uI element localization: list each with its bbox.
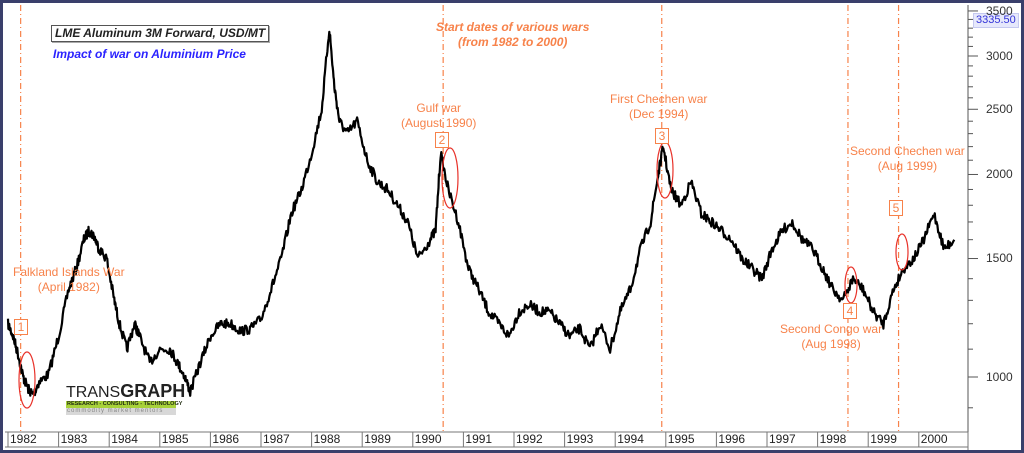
highlight-ellipse-5 [895,233,909,271]
logo-motto: commodity market mentors [66,408,176,415]
x-tick-1989: 1989 [364,432,391,446]
x-axis-ticks [7,432,969,450]
x-tick-1994: 1994 [617,432,644,446]
x-tick-1997: 1997 [769,432,796,446]
x-tick-1995: 1995 [667,432,695,446]
y-axis-ticks [968,10,978,409]
war-marker-2: 2 [435,132,449,148]
x-tick-1991: 1991 [465,432,493,446]
y-tick-1000: 1000 [986,370,1013,384]
x-tick-1998: 1998 [819,432,847,446]
x-tick-1988: 1988 [313,432,341,446]
y-tick-3500: 3500 [986,4,1013,18]
x-tick-1990: 1990 [414,432,442,446]
x-tick-1993: 1993 [566,432,594,446]
war-marker-1: 1 [14,319,28,335]
x-tick-1996: 1996 [718,432,746,446]
chart-title: LME Aluminum 3M Forward, USD/MT [51,25,270,42]
war-label-1: Falkland Islands War (April 1982) [13,265,125,294]
y-tick-1500: 1500 [986,251,1013,265]
highlight-ellipses [18,141,909,409]
highlight-ellipse-1 [18,351,36,409]
logo-brand: TRANSGRAPH [66,381,186,401]
y-tick-2500: 2500 [986,102,1013,116]
x-tick-1987: 1987 [263,432,290,446]
war-label-2: Gulf war (August 1990) [401,101,477,130]
logo-tagline: RESEARCH - CONSULTING - TECHNOLOGY [66,401,183,408]
x-tick-1992: 1992 [516,432,543,446]
war-label-4: Second Congo war (Aug 1998) [780,322,883,351]
war-marker-3: 3 [655,128,669,144]
main-note: Start dates of various wars (from 1982 t… [436,20,590,49]
price-line [6,30,956,397]
x-tick-1982: 1982 [10,432,37,446]
war-date-lines [20,5,900,432]
x-tick-1983: 1983 [60,432,88,446]
x-tick-2000: 2000 [920,432,948,446]
chart-subtitle: Impact of war on Aluminium Price [53,47,246,61]
war-marker-5: 5 [889,200,903,216]
x-tick-1985: 1985 [161,432,189,446]
y-tick-3000: 3000 [986,49,1013,63]
y-tick-2000: 2000 [986,167,1013,181]
x-tick-1984: 1984 [111,432,138,446]
x-tick-1999: 1999 [870,432,897,446]
x-tick-1986: 1986 [212,432,240,446]
last-price-badge: 3335.50 [973,13,1019,28]
war-marker-4: 4 [843,303,857,319]
transgraph-logo: TRANSGRAPH RESEARCH - CONSULTING - TECHN… [66,381,186,415]
war-label-5: Second Chechen war (Aug 1999) [850,144,965,173]
war-label-3: First Chechen war (Dec 1994) [610,92,708,121]
highlight-ellipse-2 [441,147,459,209]
